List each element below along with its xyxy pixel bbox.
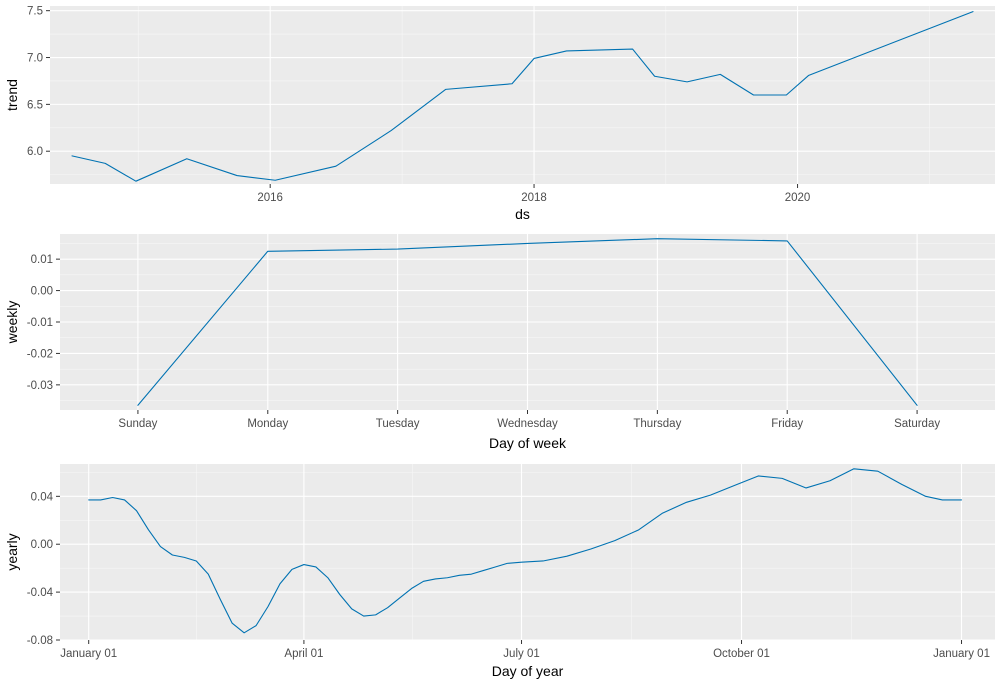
x-tick-label: Thursday: [633, 418, 681, 430]
x-tick-label: Saturday: [894, 418, 940, 430]
y-tick-label: 7.0: [27, 53, 43, 65]
weekly-x-axis-title: Day of week: [489, 435, 567, 451]
yearly-series-line: [88, 468, 963, 634]
x-tick-label: July 01: [503, 648, 539, 660]
y-tick-label: -0.04: [27, 587, 54, 599]
x-tick-label: Wednesday: [497, 418, 558, 430]
x-tick-label: April 01: [284, 648, 323, 660]
trend-x-axis-title: ds: [515, 206, 530, 222]
y-tick-label: -0.08: [27, 635, 53, 647]
weekly-series-line: [137, 238, 918, 406]
trend-panel: 2016 2018 2020 6.0 6.5 7.0 7.5 ds trend: [4, 6, 995, 222]
y-tick-label: -0.03: [27, 380, 53, 392]
x-tick-label: October 01: [713, 648, 770, 660]
x-tick-label: Friday: [771, 418, 803, 430]
weekly-panel: Sunday Monday Tuesday Wednesday Thursday Frid…: [4, 234, 995, 451]
yearly-y-axis-title: yearly: [4, 533, 20, 570]
x-tick-label: Monday: [247, 418, 288, 430]
y-tick-label: 0.00: [31, 286, 53, 298]
x-tick-label: Tuesday: [376, 418, 420, 430]
y-tick-label: 7.5: [27, 6, 43, 18]
weekly-y-axis-title: weekly: [4, 301, 20, 345]
x-tick-label: 2020: [785, 192, 811, 204]
trend-panel-background: [50, 6, 995, 184]
trend-series-line: [71, 11, 974, 182]
x-tick-label: January 01: [933, 648, 990, 660]
x-tick-label: January 01: [60, 648, 117, 660]
trend-y-axis-title: trend: [4, 79, 20, 111]
y-tick-label: 0.00: [31, 539, 53, 551]
y-tick-label: 0.01: [31, 254, 53, 266]
yearly-x-axis-title: Day of year: [492, 663, 564, 679]
y-tick-label: 6.5: [27, 99, 43, 111]
y-tick-label: 6.0: [27, 146, 43, 158]
y-tick-label: -0.01: [27, 317, 53, 329]
y-tick-label: -0.02: [27, 348, 53, 360]
yearly-panel: January 01 April 01 July 01 October 01 Janua…: [4, 464, 995, 679]
x-tick-label: 2018: [521, 192, 547, 204]
x-tick-label: 2016: [257, 192, 283, 204]
x-tick-label: Sunday: [118, 418, 157, 430]
yearly-panel-background: [60, 464, 995, 640]
y-tick-label: 0.04: [31, 491, 54, 503]
